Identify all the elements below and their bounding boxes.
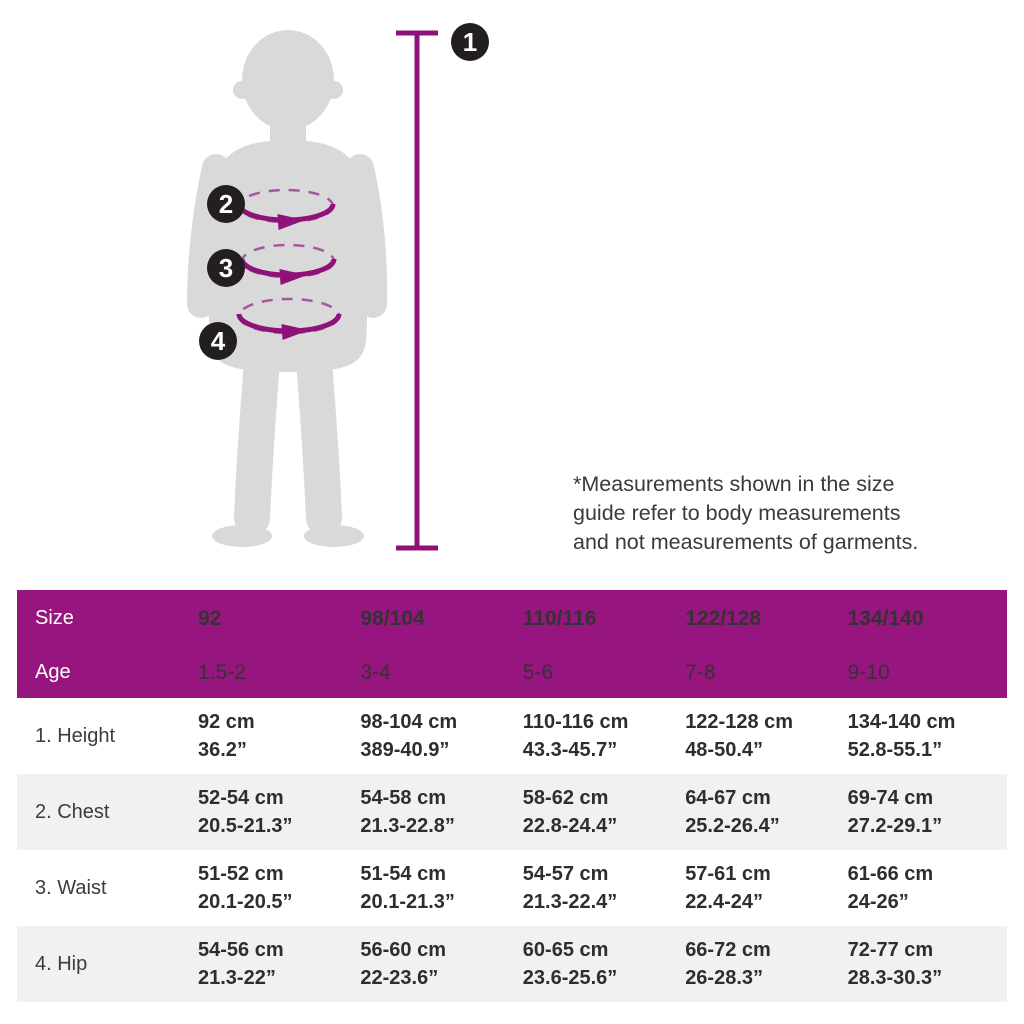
row-label: 3. Waist bbox=[35, 876, 107, 899]
cm-value: 61-66 cm bbox=[847, 863, 934, 885]
cm-value: 54-58 cm bbox=[360, 787, 447, 809]
age-header-row: Age 1.5-2 3-4 5-6 7-8 9-10 bbox=[17, 647, 1007, 698]
cm-value: 134-140 cm bbox=[847, 711, 956, 733]
marker-badge-waist: 3 bbox=[207, 249, 245, 287]
height-size-134-140: 134-140 cm 52.8-55.1” bbox=[845, 708, 1007, 764]
cm-value: 58-62 cm bbox=[522, 787, 609, 809]
table-row-chest: 2. Chest 52-54 cm 20.5-21.3” 54-58 cm 21… bbox=[17, 774, 1007, 850]
inch-value: 22.4-24” bbox=[685, 891, 764, 913]
height-size-92: 92 cm 36.2” bbox=[195, 708, 357, 764]
hip-size-110-116: 60-65 cm 23.6-25.6” bbox=[520, 936, 682, 992]
inch-value: 22.8-24.4” bbox=[522, 815, 618, 837]
marker-number: 2 bbox=[219, 189, 233, 219]
size-table: Size 92 98/104 110/116 122/128 134/140 A… bbox=[17, 590, 1007, 1002]
cm-value: 72-77 cm bbox=[847, 939, 934, 961]
cm-value: 51-52 cm bbox=[198, 863, 284, 885]
cm-value: 110-116 cm bbox=[522, 711, 629, 733]
cm-value: 60-65 cm bbox=[522, 939, 609, 961]
row-label: 2. Chest bbox=[35, 800, 110, 823]
inch-value: 21.3-22.4” bbox=[522, 891, 618, 913]
cm-value: 69-74 cm bbox=[847, 787, 934, 809]
cm-value: 51-54 cm bbox=[360, 863, 447, 885]
cm-value: 54-56 cm bbox=[198, 939, 284, 961]
age-col-1: 1.5-2 bbox=[198, 660, 246, 684]
cm-value: 57-61 cm bbox=[685, 863, 771, 885]
table-row-waist: 3. Waist 51-52 cm 20.1-20.5” 51-54 cm 20… bbox=[17, 850, 1007, 926]
inch-value: 26-28.3” bbox=[685, 967, 764, 989]
height-size-110-116: 110-116 cm 43.3-45.7” bbox=[520, 708, 682, 764]
marker-badge-hip: 4 bbox=[199, 322, 237, 360]
child-silhouette-diagram: 1 2 3 4 bbox=[187, 23, 489, 551]
hip-size-122-128: 66-72 cm 26-28.3” bbox=[682, 936, 844, 992]
cm-value: 98-104 cm bbox=[360, 711, 458, 733]
cm-value: 54-57 cm bbox=[522, 863, 609, 885]
marker-badge-chest: 2 bbox=[207, 185, 245, 223]
size-col-3: 110/116 bbox=[522, 606, 597, 630]
cm-value: 64-67 cm bbox=[685, 787, 771, 809]
cm-value: 52-54 cm bbox=[198, 787, 284, 809]
cm-value: 66-72 cm bbox=[685, 939, 771, 961]
inch-value: 389-40.9” bbox=[360, 739, 450, 761]
chest-size-92: 52-54 cm 20.5-21.3” bbox=[195, 784, 357, 840]
chest-size-122-128: 64-67 cm 25.2-26.4” bbox=[682, 784, 844, 840]
inch-value: 20.1-20.5” bbox=[198, 891, 293, 913]
inch-value: 48-50.4” bbox=[685, 739, 764, 761]
height-measure-line-icon bbox=[396, 30, 438, 551]
waist-size-98-104: 51-54 cm 20.1-21.3” bbox=[357, 860, 519, 916]
inch-value: 22-23.6” bbox=[360, 967, 439, 989]
inch-value: 20.5-21.3” bbox=[198, 815, 293, 837]
age-col-5: 9-10 bbox=[847, 660, 890, 684]
waist-size-122-128: 57-61 cm 22.4-24” bbox=[682, 860, 844, 916]
inch-value: 21.3-22.8” bbox=[360, 815, 455, 837]
hip-size-134-140: 72-77 cm 28.3-30.3” bbox=[845, 936, 1007, 992]
table-row-height: 1. Height 92 cm 36.2” 98-104 cm 389-40.9… bbox=[17, 698, 1007, 774]
inch-value: 25.2-26.4” bbox=[685, 815, 780, 837]
hip-measure-ring-icon bbox=[236, 297, 342, 340]
chest-size-98-104: 54-58 cm 21.3-22.8” bbox=[357, 784, 519, 840]
marker-badge-height: 1 bbox=[451, 23, 489, 61]
age-col-2: 3-4 bbox=[360, 660, 391, 684]
child-silhouette bbox=[187, 30, 388, 547]
inch-value: 27.2-29.1” bbox=[847, 815, 943, 837]
inch-value: 24-26” bbox=[847, 891, 909, 913]
height-size-122-128: 122-128 cm 48-50.4” bbox=[682, 708, 844, 764]
inch-value: 28.3-30.3” bbox=[847, 967, 943, 989]
height-size-98-104: 98-104 cm 389-40.9” bbox=[357, 708, 519, 764]
size-header-row: Size 92 98/104 110/116 122/128 134/140 bbox=[17, 590, 1007, 647]
row-label: 1. Height bbox=[35, 724, 116, 747]
size-col-1: 92 bbox=[198, 606, 222, 630]
inch-value: 52.8-55.1” bbox=[847, 739, 943, 761]
size-col-2: 98/104 bbox=[360, 606, 425, 630]
waist-size-134-140: 61-66 cm 24-26” bbox=[845, 860, 1007, 916]
marker-number: 1 bbox=[463, 27, 477, 57]
chest-size-110-116: 58-62 cm 22.8-24.4” bbox=[520, 784, 682, 840]
size-col-5: 134/140 bbox=[847, 606, 924, 630]
row-label: 4. Hip bbox=[35, 952, 88, 975]
waist-size-92: 51-52 cm 20.1-20.5” bbox=[195, 860, 357, 916]
measurement-figure: 1 2 3 4 bbox=[187, 23, 489, 551]
age-col-4: 7-8 bbox=[685, 660, 716, 684]
cm-value: 122-128 cm bbox=[685, 711, 794, 733]
size-label: Size bbox=[35, 607, 74, 629]
size-table-header: Size 92 98/104 110/116 122/128 134/140 A… bbox=[17, 590, 1007, 698]
cm-value: 92 cm bbox=[198, 711, 255, 733]
age-col-3: 5-6 bbox=[522, 660, 554, 684]
inch-value: 20.1-21.3” bbox=[360, 891, 455, 913]
size-col-4: 122/128 bbox=[685, 606, 762, 630]
waist-size-110-116: 54-57 cm 21.3-22.4” bbox=[520, 860, 682, 916]
age-label: Age bbox=[35, 661, 71, 683]
marker-number: 4 bbox=[211, 326, 226, 356]
hip-size-98-104: 56-60 cm 22-23.6” bbox=[357, 936, 519, 992]
table-row-hip: 4. Hip 54-56 cm 21.3-22” 56-60 cm 22-23.… bbox=[17, 926, 1007, 1002]
chest-size-134-140: 69-74 cm 27.2-29.1” bbox=[845, 784, 1007, 840]
inch-value: 21.3-22” bbox=[198, 967, 276, 989]
hip-size-92: 54-56 cm 21.3-22” bbox=[195, 936, 357, 992]
inch-value: 23.6-25.6” bbox=[522, 967, 618, 989]
marker-number: 3 bbox=[219, 253, 233, 283]
inch-value: 43.3-45.7” bbox=[522, 739, 618, 761]
measurement-note: *Measurements shown in the size guide re… bbox=[573, 472, 919, 554]
cm-value: 56-60 cm bbox=[360, 939, 447, 961]
inch-value: 36.2” bbox=[198, 739, 247, 761]
